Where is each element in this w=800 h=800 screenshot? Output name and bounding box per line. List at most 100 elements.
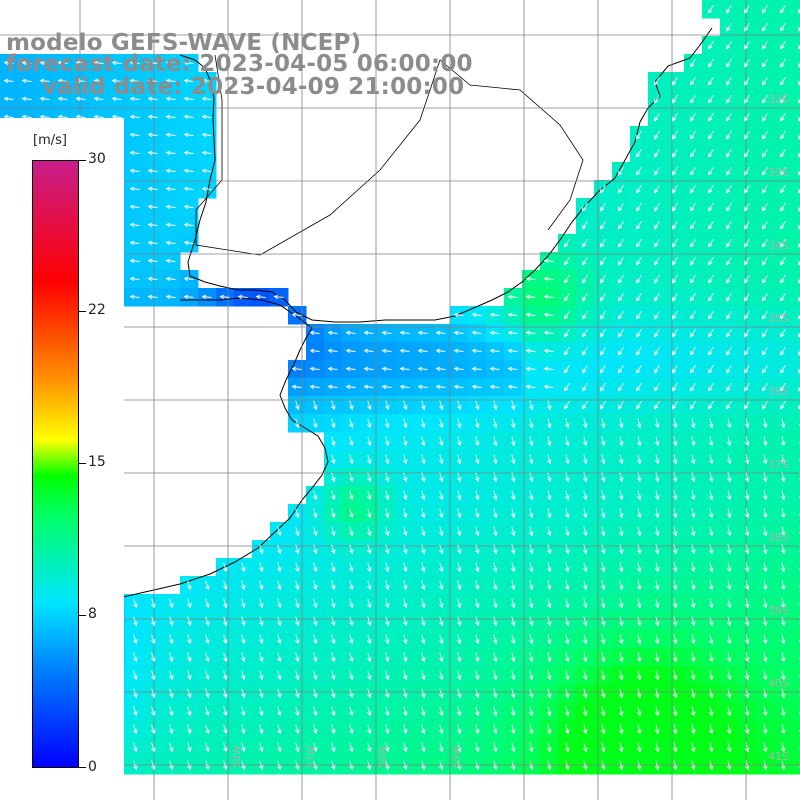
wind-arrow <box>129 96 140 102</box>
wind-arrow <box>385 526 390 537</box>
wind-arrow <box>547 652 552 663</box>
colorbar-tick-label: 15 <box>88 454 106 470</box>
wind-arrow <box>690 400 696 410</box>
wind-arrow <box>259 706 264 717</box>
wind-arrow <box>331 562 336 573</box>
wind-arrow <box>672 688 678 699</box>
wind-arrow <box>780 508 786 519</box>
wind-arrow <box>223 688 228 699</box>
wind-arrow <box>205 670 210 681</box>
wind-arrow <box>493 742 498 753</box>
wind-arrow <box>564 328 570 338</box>
wind-arrow <box>726 670 732 681</box>
wind-arrow <box>273 294 284 300</box>
wind-arrow <box>363 366 374 372</box>
wind-arrow <box>780 760 786 771</box>
wind-arrow <box>313 598 318 609</box>
wind-arrow <box>529 724 534 735</box>
wind-arrow <box>690 742 696 753</box>
wind-arrow <box>111 78 122 84</box>
wind-arrow <box>708 670 714 681</box>
wind-arrow <box>583 688 588 699</box>
wind-speed-cell <box>792 270 800 289</box>
wind-arrow <box>453 330 464 336</box>
wind-arrow <box>453 384 464 390</box>
wind-arrow <box>259 742 264 753</box>
wind-speed-cell <box>792 486 800 505</box>
wind-arrow <box>511 688 516 699</box>
wind-arrow <box>762 166 768 176</box>
wind-arrow <box>367 688 372 699</box>
wind-arrow <box>475 652 480 663</box>
wind-arrow <box>489 384 500 390</box>
wind-speed-cell <box>792 738 800 757</box>
wind-arrow <box>403 670 408 681</box>
wind-arrow <box>259 616 264 627</box>
wind-arrow <box>637 598 642 609</box>
wind-arrow <box>564 274 570 284</box>
wind-arrow <box>349 688 354 699</box>
wind-arrow <box>780 238 786 248</box>
wind-arrow <box>780 724 786 735</box>
wind-arrow <box>672 418 678 429</box>
wind-arrow <box>744 292 750 302</box>
wind-arrow <box>367 400 372 411</box>
wind-arrow <box>690 544 696 555</box>
wind-arrow <box>619 634 624 645</box>
wind-arrow <box>726 472 732 483</box>
wind-arrow <box>471 348 482 354</box>
wind-arrow <box>780 112 786 122</box>
wind-arrow <box>147 294 158 300</box>
wind-arrow <box>169 598 174 609</box>
wind-arrow <box>529 688 534 699</box>
wind-arrow <box>277 670 282 681</box>
wind-arrow <box>690 706 696 717</box>
wind-arrow <box>529 508 534 519</box>
wind-arrow <box>349 670 354 681</box>
wind-arrow <box>421 724 426 735</box>
wind-arrow <box>367 418 372 429</box>
wind-arrow <box>183 132 194 138</box>
wind-arrow <box>762 148 768 158</box>
wind-arrow <box>780 616 786 627</box>
wind-arrow <box>780 544 786 555</box>
wind-arrow <box>111 96 122 102</box>
wind-arrow <box>511 400 516 411</box>
wind-arrow <box>205 634 210 645</box>
wind-arrow <box>726 346 732 356</box>
wind-arrow <box>453 312 464 318</box>
wind-arrow <box>655 472 660 483</box>
wind-arrow <box>564 364 570 374</box>
wind-arrow <box>780 4 786 14</box>
wind-arrow <box>619 562 624 573</box>
wind-arrow <box>111 60 122 66</box>
wind-arrow <box>457 724 462 735</box>
wind-arrow <box>403 706 408 717</box>
wind-arrow <box>363 330 374 336</box>
wind-arrow <box>421 472 426 483</box>
wind-arrow <box>475 400 480 411</box>
wind-arrow <box>169 616 174 627</box>
wind-arrow <box>798 62 800 68</box>
wind-arrow <box>726 454 732 465</box>
wind-arrow <box>93 78 104 84</box>
wind-arrow <box>600 256 606 266</box>
wind-arrow <box>457 508 462 519</box>
wind-arrow <box>636 400 642 410</box>
wind-arrow <box>780 130 786 140</box>
wind-arrow <box>403 436 408 447</box>
wind-arrow <box>619 490 624 501</box>
wind-arrow <box>201 96 212 102</box>
wind-arrow <box>744 526 750 537</box>
colorbar-tick-mark <box>79 311 86 312</box>
wind-arrow <box>637 706 642 717</box>
wind-arrow <box>583 508 588 519</box>
wind-arrow <box>331 616 336 627</box>
colorbar-tick-mark <box>79 615 86 616</box>
wind-arrow <box>726 616 732 627</box>
wind-arrow <box>511 562 516 573</box>
wind-arrow <box>583 454 588 465</box>
wind-arrow <box>403 688 408 699</box>
wind-arrow <box>780 562 786 573</box>
